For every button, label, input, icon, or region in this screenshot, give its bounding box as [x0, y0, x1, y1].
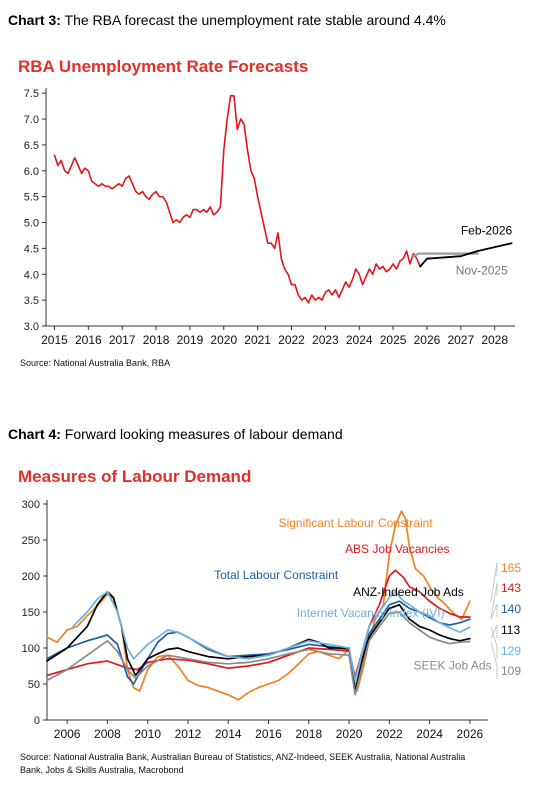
x-tick-label: 2017 [109, 333, 136, 347]
chart3-caption-label: Chart 3: [8, 12, 61, 28]
chart-source: Bank, Jobs & Skills Australia, Macrobond [20, 765, 184, 775]
chart-source: Source: National Australia Bank, Austral… [20, 752, 465, 762]
series-line [53, 95, 421, 304]
end-value-label: 113 [501, 623, 520, 637]
series-line [46, 600, 471, 691]
y-tick-label: 7.5 [24, 88, 39, 100]
end-value-bracket [490, 626, 498, 659]
x-tick-label: 2026 [414, 333, 441, 347]
x-tick-label: 2014 [215, 727, 242, 741]
series-line [46, 510, 471, 701]
y-tick-label: 3.5 [24, 295, 39, 307]
x-tick-label: 2006 [54, 727, 81, 741]
y-tick-label: 100 [22, 643, 40, 655]
series-line [46, 611, 471, 696]
series-annotation: Feb-2026 [461, 223, 513, 237]
y-tick-label: 250 [22, 535, 40, 547]
x-tick-label: 2026 [457, 727, 484, 741]
end-value-bracket [490, 641, 498, 679]
series-line [46, 569, 471, 678]
x-tick-label: 2023 [312, 333, 339, 347]
end-value-label: 140 [501, 602, 521, 616]
chart4-caption-text: Forward looking measures of labour deman… [60, 426, 343, 442]
x-tick-label: 2010 [134, 727, 161, 741]
chart4-caption: Chart 4: Forward looking measures of lab… [8, 426, 343, 442]
x-tick-label: 2022 [376, 727, 403, 741]
x-tick-label: 2012 [175, 727, 202, 741]
y-tick-label: 3.0 [24, 321, 39, 333]
x-tick-label: 2021 [244, 333, 271, 347]
end-value-label: 165 [501, 561, 521, 575]
series-annotation: Nov-2025 [456, 263, 508, 277]
x-tick-label: 2016 [255, 727, 282, 741]
unemployment-chart: RBA Unemployment Rate Forecasts 3.0 3.5 4.0… [18, 57, 515, 368]
series-label: ABS Job Vacancies [345, 542, 450, 556]
x-tick-label: 2020 [210, 333, 237, 347]
series-line [419, 242, 513, 268]
series-line [72, 590, 471, 682]
x-tick-label: 2018 [295, 727, 322, 741]
y-tick-label: 200 [22, 571, 40, 583]
series-label: ANZ-Indeed Job Ads [353, 585, 464, 599]
y-tick-label: 5.5 [24, 192, 39, 204]
series-label: Internet Vacancy Index (IVI) [297, 606, 445, 620]
x-tick-label: 2015 [41, 333, 68, 347]
x-tick-label: 2024 [416, 727, 443, 741]
chart4-caption-label: Chart 4: [8, 426, 61, 442]
x-tick-label: 2016 [75, 333, 102, 347]
x-tick-label: 2024 [346, 333, 373, 347]
x-tick-label: 2025 [380, 333, 407, 347]
chart-title: Measures of Labour Demand [18, 467, 251, 486]
x-tick-label: 2008 [94, 727, 121, 741]
end-value-label: 109 [501, 664, 521, 678]
series-line [412, 252, 479, 258]
x-tick-label: 2022 [278, 333, 305, 347]
chart-title: RBA Unemployment Rate Forecasts [18, 57, 308, 76]
series-label: Total Labour Constraint [214, 568, 339, 582]
end-value-bracket [490, 603, 498, 620]
y-tick-label: 4.0 [24, 269, 39, 281]
y-tick-label: 6.5 [24, 140, 39, 152]
series-label: SEEK Job Ads [413, 659, 491, 673]
x-tick-label: 2027 [447, 333, 474, 347]
end-value-label: 129 [501, 644, 521, 658]
x-tick-label: 2019 [177, 333, 204, 347]
chart-source: Source: National Australia Bank, RBA [20, 358, 170, 368]
y-tick-label: 4.5 [24, 243, 39, 255]
y-tick-label: 50 [28, 679, 40, 691]
y-tick-label: 0 [34, 715, 40, 727]
y-tick-label: 150 [22, 607, 40, 619]
series-label: Significant Labour Constraint [279, 516, 434, 530]
y-tick-label: 6.0 [24, 166, 39, 178]
x-tick-label: 2020 [336, 727, 363, 741]
chart3-caption-text: The RBA forecast the unemployment rate s… [60, 12, 446, 28]
y-tick-label: 300 [22, 499, 40, 511]
chart3-caption: Chart 3: The RBA forecast the unemployme… [8, 12, 446, 28]
x-tick-label: 2028 [481, 333, 508, 347]
end-value-label: 143 [501, 581, 521, 595]
y-tick-label: 7.0 [24, 114, 39, 126]
end-value-bracket [490, 562, 498, 602]
x-tick-label: 2018 [143, 333, 170, 347]
end-value-bracket [490, 582, 498, 618]
y-tick-label: 5.0 [24, 218, 39, 230]
